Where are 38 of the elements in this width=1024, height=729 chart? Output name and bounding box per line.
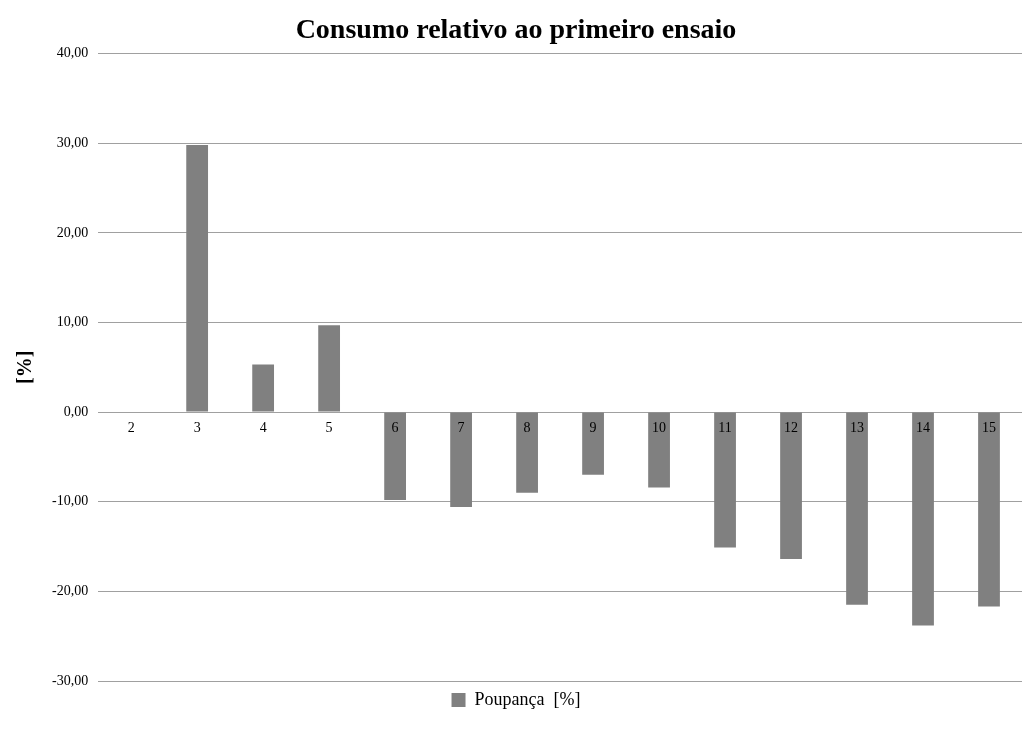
x-tick-label: 7 <box>457 420 465 436</box>
bar <box>978 412 1000 607</box>
bar <box>912 412 934 626</box>
x-tick-label: 11 <box>718 420 732 436</box>
chart-title: Consumo relativo ao primeiro ensaio <box>295 13 737 45</box>
y-tick-label: 10,00 <box>56 314 89 330</box>
y-tick-label: 30,00 <box>56 134 89 150</box>
bar <box>582 412 604 475</box>
x-tick-label: 14 <box>916 420 931 436</box>
x-tick-label: 9 <box>589 420 597 436</box>
legend-label: Poupança [%] <box>474 688 581 709</box>
x-tick-label: 2 <box>127 420 135 436</box>
bar <box>252 364 275 412</box>
bar <box>780 412 802 560</box>
x-tick-label: 4 <box>259 420 267 436</box>
bar <box>714 412 736 548</box>
y-tick-label: 40,00 <box>56 45 89 61</box>
x-tick-label: 5 <box>325 420 333 436</box>
bar <box>648 412 670 488</box>
bar <box>516 412 538 493</box>
x-tick-label: 3 <box>193 420 201 436</box>
bar <box>846 412 868 605</box>
y-tick-label: 0,00 <box>63 403 89 419</box>
bar <box>450 412 472 508</box>
x-tick-label: 8 <box>523 420 531 436</box>
y-tick-label: -10,00 <box>51 493 89 509</box>
y-tick-label: 20,00 <box>56 224 89 240</box>
y-tick-label: -20,00 <box>51 583 89 599</box>
y-axis-title: [%] <box>13 350 36 384</box>
bar <box>318 325 341 412</box>
y-tick-label: -30,00 <box>51 672 89 688</box>
bar <box>384 412 406 500</box>
x-tick-label: 13 <box>850 420 865 436</box>
bar <box>186 145 209 412</box>
x-tick-label: 15 <box>982 420 997 436</box>
x-tick-label: 10 <box>652 420 667 436</box>
x-tick-label: 6 <box>391 420 399 436</box>
x-tick-label: 12 <box>784 420 799 436</box>
